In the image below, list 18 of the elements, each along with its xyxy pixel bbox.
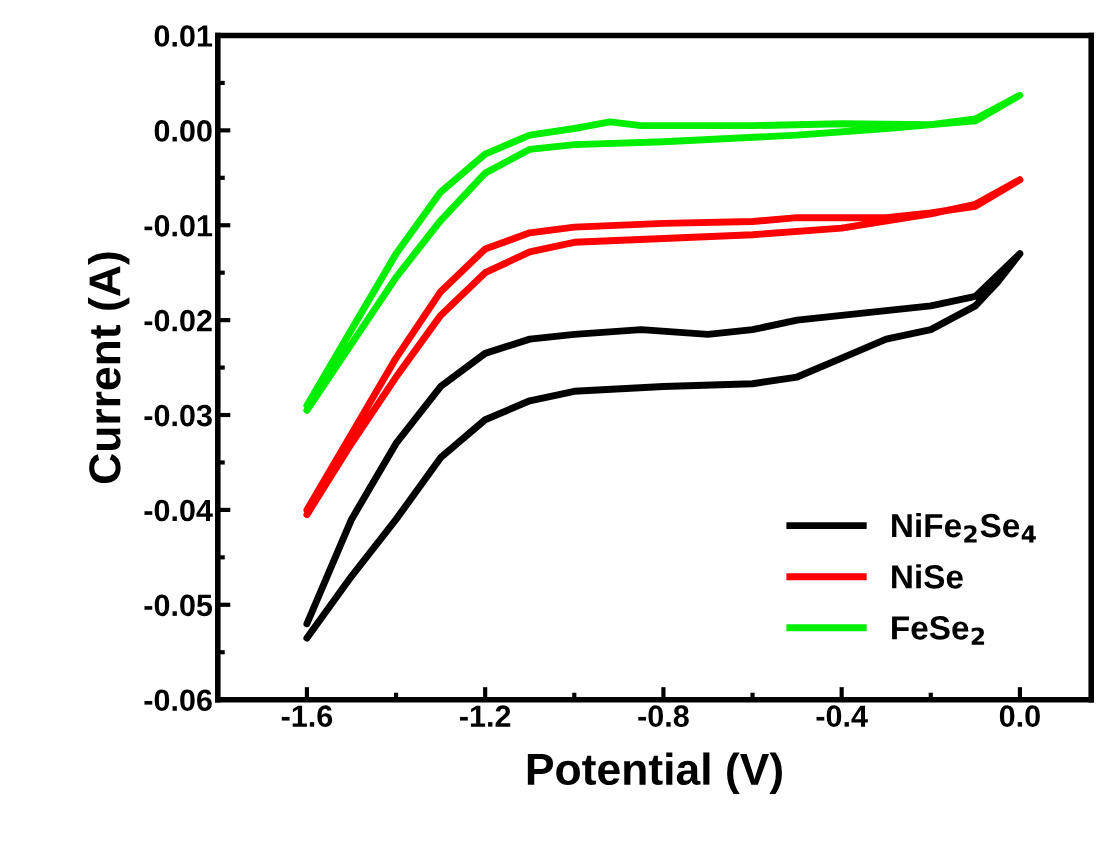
y-axis-title: Current (A) [87,252,130,484]
y-tick-label: -0.03 [144,404,212,427]
legend-label: NiFe$_{2}$Se$_{4}$ [892,512,1036,543]
y-tick-label: -0.05 [144,594,213,617]
x-tick-label: -1.2 [460,705,511,727]
x-axis-title: Potential (V) [527,752,782,794]
x-tick-label: 0.0 [999,705,1040,727]
y-tick-label: -0.02 [144,309,212,332]
y-tick-label: 0.01 [154,25,213,47]
x-tick-label: -1.6 [281,705,333,727]
y-tick-label: -0.06 [144,689,212,712]
y-tick-label: 0.00 [154,120,212,142]
x-tick-label: -0.8 [638,705,689,727]
y-tick-label: -0.01 [144,214,213,237]
y-tick-label: -0.04 [144,499,213,522]
legend-label: FeSe$_{2}$ [892,616,985,645]
x-tick-label: -0.4 [816,705,868,727]
legend-label: NiSe [892,564,963,589]
